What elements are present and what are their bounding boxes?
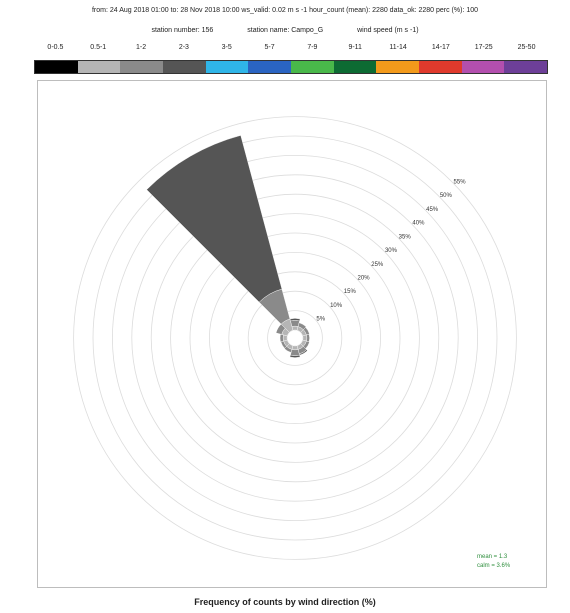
speed-color-swatch xyxy=(461,61,505,73)
speed-color-swatch xyxy=(419,61,462,73)
grid-circle xyxy=(208,251,381,424)
speed-color-swatch xyxy=(35,61,78,73)
period-header: from: 24 Aug 2018 01:00 to: 28 Nov 2018 … xyxy=(91,7,479,14)
grid-circle xyxy=(170,213,420,463)
speed-color-swatch xyxy=(376,61,420,73)
speed-scale-label: 0.5-1 xyxy=(90,44,107,51)
wind-sector-segment xyxy=(306,333,310,343)
speed-scale-label: 7-9 xyxy=(307,44,318,51)
speed-color-swatch xyxy=(248,61,292,73)
radial-tick-label: 25% xyxy=(371,262,384,268)
speed-color-scale xyxy=(34,60,548,74)
wind-sector-segment xyxy=(297,322,307,330)
station-name: station name: Campo_G xyxy=(247,27,324,34)
station-number: station number: 156 xyxy=(151,27,214,34)
chart-title: Frequency of counts by wind direction (%… xyxy=(194,597,376,607)
speed-color-swatch xyxy=(333,61,377,73)
radial-tick-label: 15% xyxy=(344,289,357,295)
wind-sector-segment xyxy=(284,346,293,353)
speed-color-swatch xyxy=(163,61,206,73)
grid-circle xyxy=(150,193,440,483)
speed-scale-labels: 0-0.5 0.5-1 1-2 2-3 3-5 5-7 7-9 9-11 11-… xyxy=(34,43,548,53)
speed-scale-label: 0-0.5 xyxy=(47,44,64,51)
wind-rose-chart: 5% 10% 15% 20% 25% 30% 35% 40% 45% 50% 55% mean = 1… xyxy=(73,116,517,569)
speed-color-swatch xyxy=(77,61,121,73)
grid-circle xyxy=(228,271,362,405)
radial-tick-label: 40% xyxy=(412,221,425,227)
speed-scale-label: 5-7 xyxy=(264,44,275,51)
speed-scale-label: 2-3 xyxy=(178,44,189,51)
wind-sector-segment xyxy=(289,354,301,358)
speed-scale-label: 9-11 xyxy=(348,44,362,51)
stats-line: calm = 3.6% xyxy=(477,563,511,569)
radial-tick-label: 5% xyxy=(316,317,325,323)
grid-circle xyxy=(131,174,459,502)
speed-color-swatch xyxy=(291,61,334,73)
wind-sector-segment xyxy=(303,327,310,336)
grid-circle xyxy=(267,310,323,366)
speed-color-swatch xyxy=(504,61,548,73)
grid-circle xyxy=(92,135,498,541)
speed-scale-label: 11-14 xyxy=(389,44,407,51)
grid-circle xyxy=(111,154,479,522)
speed-scale-label: 25-50 xyxy=(517,44,536,51)
radial-tick-label: 55% xyxy=(454,179,467,185)
radial-tick-label: 45% xyxy=(426,207,439,213)
speed-scale-label: 1-2 xyxy=(136,44,147,51)
speed-scale-label: 3-5 xyxy=(221,44,232,51)
radial-tick-label: 20% xyxy=(358,275,371,281)
radial-tick-label: 35% xyxy=(399,234,412,240)
wind-sector-segment xyxy=(146,135,283,303)
speed-color-swatch xyxy=(205,61,249,73)
radial-tick-label: 50% xyxy=(440,193,453,199)
speed-scale-label: 17-25 xyxy=(474,44,493,51)
grid-circle xyxy=(73,116,517,560)
grid-circle xyxy=(189,232,401,444)
speed-scale-label: 14-17 xyxy=(431,44,450,51)
wind-sector-segment xyxy=(289,318,301,322)
station-header: station number: 156 station name: Campo_… xyxy=(0,26,570,35)
wind-speed-label: wind speed (m s -1) xyxy=(357,27,419,34)
speed-color-swatch xyxy=(120,61,164,73)
radial-tick-label: 30% xyxy=(385,248,398,254)
stats-line: mean = 1.3 xyxy=(477,554,508,560)
radial-tick-label: 10% xyxy=(330,303,343,309)
wind-sector-segment xyxy=(279,333,284,343)
grid-circle xyxy=(247,290,343,386)
